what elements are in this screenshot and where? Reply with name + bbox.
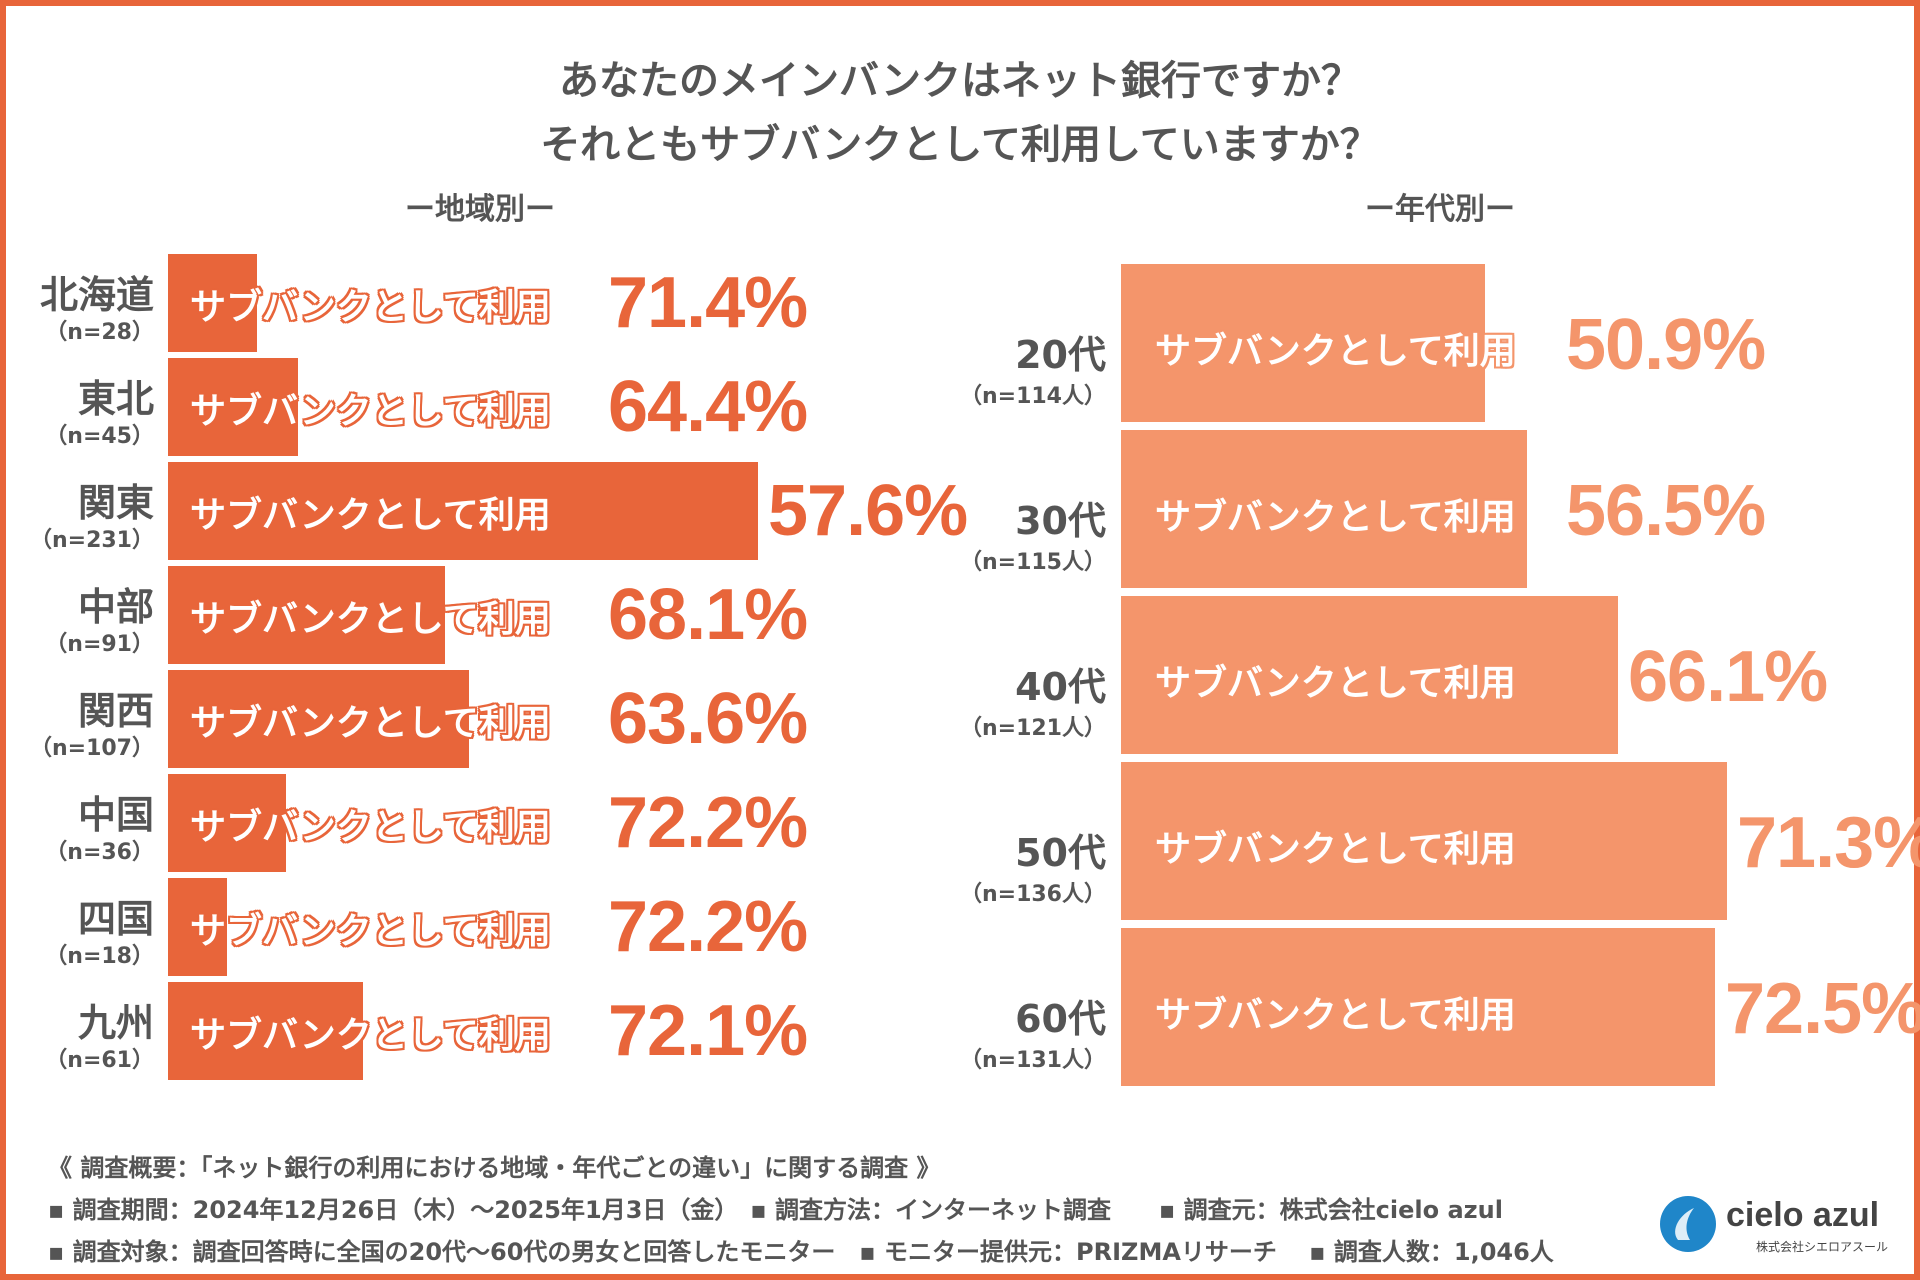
- age-sample-size: （n=114人）: [959, 384, 1106, 409]
- logo-drop-icon: [1660, 1196, 1716, 1252]
- age-bar-label: サブバンクとして利用: [1155, 829, 1516, 870]
- region-bar: [168, 670, 469, 768]
- chart-title-line1: あなたのメインバンクはネット銀行ですか？: [559, 58, 1361, 104]
- region-value-label: 72.2%: [608, 783, 808, 863]
- region-bar: [168, 878, 227, 976]
- age-bar-label: サブバンクとして利用: [1155, 497, 1516, 538]
- age-bar-label: サブバンクとして利用: [1155, 995, 1516, 1036]
- region-section-label: ー地域別ー: [405, 192, 555, 227]
- logo-subtitle: 株式会社シエロアスール: [1756, 1240, 1889, 1254]
- age-value-label: 50.9%: [1566, 305, 1766, 385]
- region-bar-label: サブバンクとして利用: [190, 703, 551, 744]
- chart-title-line2: それともサブバンクとして利用していますか？: [540, 122, 1380, 168]
- age-sample-size: （n=115人）: [959, 550, 1106, 575]
- age-category-label: 30代: [1015, 499, 1106, 543]
- survey-overview: 《 調査概要：「ネット銀行の利用における地域・年代ごとの違い」に関する調査 》: [48, 1154, 941, 1182]
- region-value-label: 72.2%: [608, 887, 808, 967]
- age-sample-size: （n=131人）: [959, 1048, 1106, 1073]
- age-category-label: 60代: [1015, 997, 1106, 1041]
- region-bar-label: サブバンクとして利用: [190, 495, 551, 536]
- age-category-label: 50代: [1015, 831, 1106, 875]
- region-value-label: 63.6%: [608, 679, 808, 759]
- region-category-label: 関東: [77, 481, 154, 525]
- age-bar-label: サブバンクとして利用: [1155, 663, 1516, 704]
- region-sample-size: （n=91）: [45, 632, 154, 657]
- region-bar-label: サブバンクとして利用: [190, 287, 551, 328]
- age-bar: [1121, 430, 1527, 588]
- region-category-label: 北海道: [39, 273, 154, 317]
- region-sample-size: （n=28）: [45, 320, 154, 345]
- age-bar: [1121, 762, 1727, 920]
- cielo-azul-logo: cielo azul 株式会社シエロアスール: [1660, 1192, 1900, 1260]
- age-value-label: 71.3%: [1737, 803, 1920, 883]
- age-value-label: 66.1%: [1628, 637, 1828, 717]
- age-bar-label: サブバンクとして利用: [1155, 331, 1516, 372]
- region-category-label: 関西: [77, 689, 154, 733]
- region-category-label: 九州: [77, 1001, 154, 1045]
- region-bar-label: サブバンクとして利用: [190, 599, 551, 640]
- region-bar: [168, 566, 445, 664]
- survey-period-line: ▪ 調査期間：2024年12月26日（木）～2025年1月3日（金） ▪ 調査方…: [48, 1196, 1503, 1224]
- region-sample-size: （n=107）: [29, 736, 154, 761]
- age-category-label: 40代: [1015, 665, 1106, 709]
- age-bar: [1121, 596, 1618, 754]
- region-sample-size: （n=231）: [29, 528, 154, 553]
- region-value-label: 72.1%: [608, 991, 808, 1071]
- region-bar-label: サブバンクとして利用: [190, 391, 551, 432]
- age-category-label: 20代: [1015, 333, 1106, 377]
- region-value-label: 71.4%: [608, 263, 808, 343]
- age-section-label: ー年代別ー: [1365, 192, 1515, 227]
- region-value-label: 64.4%: [608, 367, 808, 447]
- region-bar: [168, 774, 286, 872]
- region-bar-label: サブバンクとして利用: [190, 911, 551, 952]
- age-bar: [1121, 264, 1485, 422]
- region-sample-size: （n=18）: [45, 944, 154, 969]
- region-bar-label: サブバンクとして利用: [190, 807, 551, 848]
- age-value-label: 56.5%: [1566, 471, 1766, 551]
- region-sample-size: （n=61）: [45, 1048, 154, 1073]
- region-bar: [168, 462, 758, 560]
- age-sample-size: （n=121人）: [959, 716, 1106, 741]
- age-bar: [1121, 928, 1715, 1086]
- region-bar: [168, 358, 298, 456]
- region-sample-size: （n=45）: [45, 424, 154, 449]
- region-bar: [168, 982, 363, 1080]
- region-bar: [168, 254, 257, 352]
- age-sample-size: （n=136人）: [959, 882, 1106, 907]
- age-value-label: 72.5%: [1725, 969, 1920, 1049]
- region-value-label: 57.6%: [768, 471, 968, 551]
- region-category-label: 中部: [77, 585, 154, 629]
- region-category-label: 四国: [77, 897, 154, 941]
- region-value-label: 68.1%: [608, 575, 808, 655]
- logo-name: cielo azul: [1726, 1196, 1880, 1234]
- region-category-label: 中国: [77, 793, 154, 837]
- region-sample-size: （n=36）: [45, 840, 154, 865]
- region-bar-label: サブバンクとして利用: [190, 1015, 551, 1056]
- survey-target-line: ▪ 調査対象：調査回答時に全国の20代～60代の男女と回答したモニター ▪ モニ…: [48, 1238, 1554, 1266]
- region-category-label: 東北: [77, 377, 154, 421]
